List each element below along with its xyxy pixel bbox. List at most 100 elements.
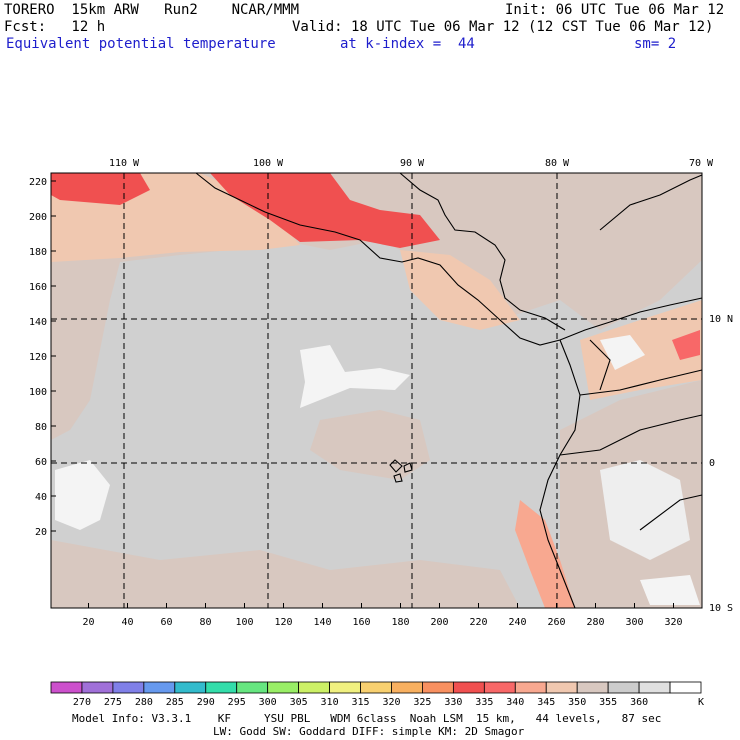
y-tick-label: 200 [29, 212, 47, 223]
colorbar-swatch [391, 681, 423, 694]
y-tick-label: 140 [29, 317, 47, 328]
colorbar-label: 350 [568, 697, 586, 708]
x-tick-label: 80 [199, 617, 211, 628]
x-tick-label: 120 [274, 617, 292, 628]
south-america-pacific-coast [539, 339, 581, 609]
y-tick-label: 60 [35, 457, 47, 468]
colorbar-label: 335 [475, 697, 493, 708]
y-tick-label: 180 [29, 247, 47, 258]
tan-region-south [51, 540, 520, 608]
y-tick-label: 220 [29, 177, 47, 188]
caribbean-islands [599, 174, 703, 231]
galapagos-island-3 [393, 473, 403, 483]
colorbar-label: 295 [228, 697, 246, 708]
y-tick-label: 160 [29, 282, 47, 293]
colorbar-swatch [298, 681, 330, 694]
y-tick-label: 120 [29, 352, 47, 363]
x-tick-label: 140 [313, 617, 331, 628]
colorbar-swatch [576, 681, 609, 694]
x-tick-label: 200 [430, 617, 448, 628]
central-america-pacific-coast [195, 172, 703, 346]
white-patch-colombia [600, 335, 645, 370]
model-info: Model Info: V3.3.1 KF YSU PBL WDM 6class… [72, 712, 662, 725]
x-tick-label: 60 [160, 617, 172, 628]
colorbar-swatch [483, 681, 516, 694]
x-tick-label: 320 [664, 617, 682, 628]
lat-label: 10 N [709, 314, 733, 325]
x-tick-label: 40 [121, 617, 133, 628]
colorbar-swatch [422, 681, 454, 694]
init-time: Init: 06 UTC Tue 06 Mar 12 [505, 2, 725, 18]
colorbar-swatch [638, 681, 671, 694]
colorbar-label: 310 [321, 697, 339, 708]
colorbar-swatch [607, 681, 640, 694]
lon-label: 80 W [545, 158, 570, 169]
x-tick-label: 20 [82, 617, 94, 628]
y-tick-label: 80 [35, 422, 47, 433]
colorbar-swatch [267, 681, 300, 694]
colorbar-label: 280 [135, 697, 153, 708]
white-patch-andes [600, 460, 690, 560]
border-ecuador-peru [559, 414, 703, 456]
red-core-west [51, 173, 150, 205]
white-patch-west [55, 460, 110, 530]
colorbar-label: 305 [290, 697, 308, 708]
colorbar-unit: K [698, 697, 704, 708]
red-core-mexico [210, 173, 440, 248]
valid-time: Valid: 18 UTC Tue 06 Mar 12 (12 CST Tue … [292, 19, 714, 35]
colorbar-swatch [236, 681, 269, 694]
x-tick-label: 160 [352, 617, 370, 628]
x-tick-label: 100 [235, 617, 253, 628]
coastlines [195, 172, 703, 609]
colorbar-label: 325 [413, 697, 431, 708]
tan-patch-galapagos [310, 410, 430, 480]
lon-labels: 110 W 100 W 90 W 80 W 70 W [109, 158, 714, 169]
x-tick-label: 220 [469, 617, 487, 628]
colorbar-label: 275 [104, 697, 122, 708]
lat-labels: 10 N 0 10 S [709, 314, 733, 614]
border-panama-colombia [589, 339, 611, 391]
colorbar-swatch [329, 681, 361, 694]
colorbar-label: 315 [351, 697, 369, 708]
colorbar-label: 330 [444, 697, 462, 708]
peach-region-centralamerica [400, 250, 520, 330]
colorbar-swatch [205, 681, 238, 694]
central-america-caribbean-coast [399, 172, 566, 331]
colorbar-swatch [360, 681, 392, 694]
colorbar [50, 681, 702, 694]
galapagos-island-2 [403, 462, 413, 473]
colorbar-swatch [112, 681, 145, 694]
x-grid-index: 20 40 60 80 100 120 140 160 180 200 220 240 260 280 30… [82, 603, 683, 628]
colorbar-swatch [669, 681, 702, 694]
galapagos-island-1 [389, 459, 403, 473]
colorbar-swatch [514, 681, 547, 694]
lon-label: 90 W [400, 158, 425, 169]
x-tick-label: 300 [625, 617, 643, 628]
colorbar-label: 300 [259, 697, 277, 708]
border-colombia-ecuador [579, 369, 703, 396]
lat-label: 10 S [709, 603, 733, 614]
lon-label: 70 W [689, 158, 714, 169]
peach-region-peru [515, 500, 575, 608]
x-tick-label: 240 [508, 617, 526, 628]
red-core-east [672, 330, 700, 360]
border-peru-brazil [639, 494, 703, 531]
field-name: Equivalent potential temperature [6, 36, 276, 52]
white-patch-south [640, 575, 700, 605]
x-tick-label: 180 [391, 617, 409, 628]
colorbar-label: 320 [382, 697, 400, 708]
forecast-hour: Fcst: 12 h [4, 19, 106, 35]
colorbar-swatch [81, 681, 114, 694]
physics-info: LW: Godd SW: Goddard DIFF: simple KM: 2D… [213, 725, 525, 738]
latlon-grid [51, 173, 702, 608]
x-tick-label: 260 [547, 617, 565, 628]
colorbar-label: 290 [197, 697, 215, 708]
colorbar-label: 270 [73, 697, 91, 708]
colorbar-label: 345 [537, 697, 555, 708]
colorbar-label: 355 [599, 697, 617, 708]
colorbar-swatch [174, 681, 207, 694]
level-info: at k-index = 44 [340, 36, 475, 52]
y-tick-label: 20 [35, 527, 47, 538]
colorbar-label: 340 [506, 697, 524, 708]
